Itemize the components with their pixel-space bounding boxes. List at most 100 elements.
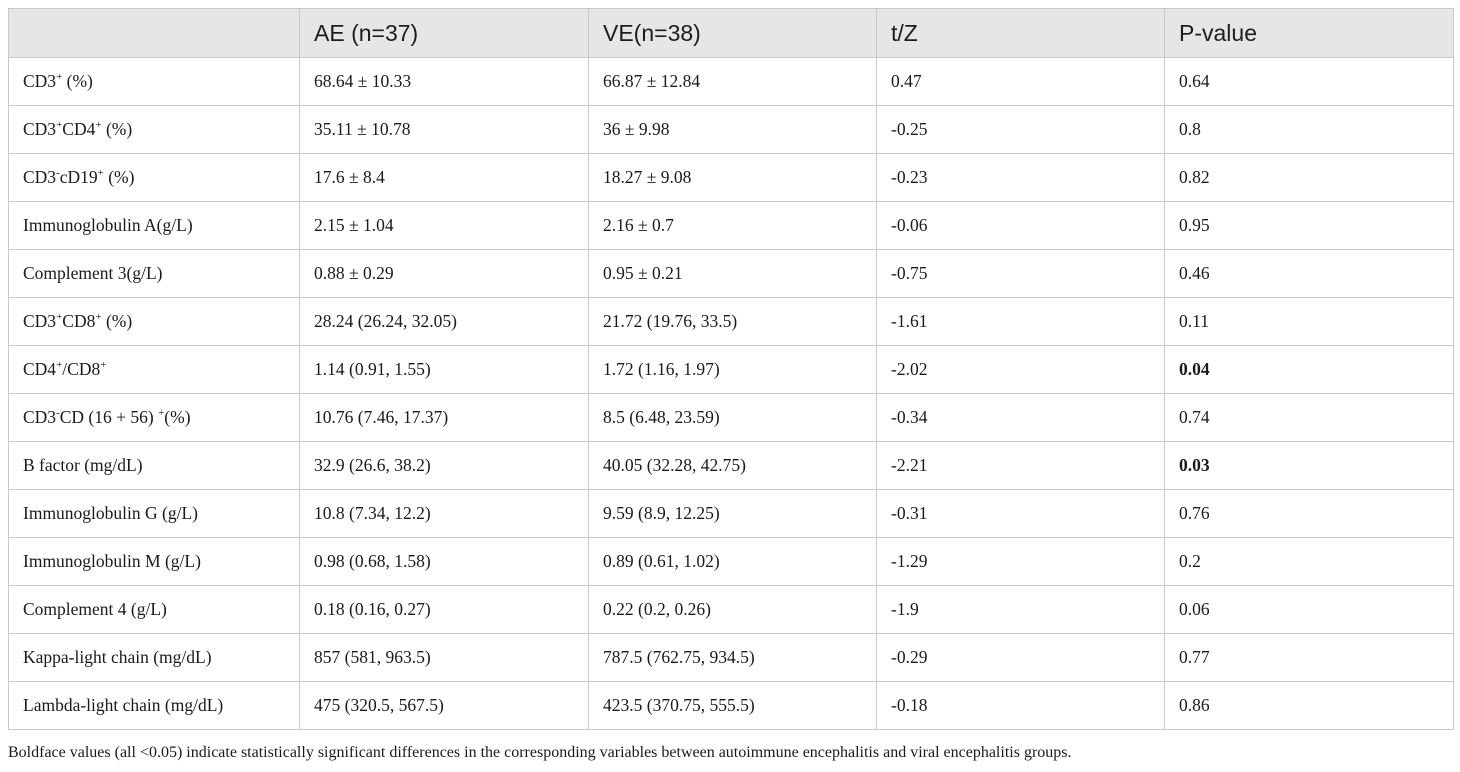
label-text: (%) xyxy=(103,167,135,187)
results-table: AE (n=37) VE(n=38) t/Z P-value CD3+ (%) 6… xyxy=(8,8,1454,730)
cell-ve: 0.95 ± 0.21 xyxy=(588,249,877,298)
cell-ae: 2.15 ± 1.04 xyxy=(299,201,589,250)
cell-p-value: 0.04 xyxy=(1164,345,1454,394)
cell-ae: 68.64 ± 10.33 xyxy=(299,57,589,106)
cell-tz: -0.75 xyxy=(876,249,1165,298)
cell-ae: 0.98 (0.68, 1.58) xyxy=(299,537,589,586)
label-text: CD3 xyxy=(23,71,57,91)
cell-p-value: 0.06 xyxy=(1164,585,1454,634)
table-row: Immunoglobulin A(g/L) 2.15 ± 1.04 2.16 ± 0… xyxy=(8,201,1454,250)
cell-p-value: 0.03 xyxy=(1164,441,1454,490)
label-text: CD4 xyxy=(23,359,57,379)
cell-tz: -0.18 xyxy=(876,681,1165,730)
cell-ve: 1.72 (1.16, 1.97) xyxy=(588,345,877,394)
cell-tz: -0.06 xyxy=(876,201,1165,250)
cell-tz: -0.31 xyxy=(876,489,1165,538)
cell-p-value: 0.46 xyxy=(1164,249,1454,298)
header-p-value: P-value xyxy=(1164,8,1454,58)
table-row: Immunoglobulin G (g/L) 10.8 (7.34, 12.2) 9… xyxy=(8,489,1454,538)
cell-ae: 28.24 (26.24, 32.05) xyxy=(299,297,589,346)
row-label: CD4+/CD8+ xyxy=(8,345,300,394)
table-row: Complement 4 (g/L) 0.18 (0.16, 0.27) 0.22 … xyxy=(8,585,1454,634)
table-row: CD3+CD4+ (%) 35.11 ± 10.78 36 ± 9.98 -0.25 0… xyxy=(8,105,1454,154)
label-text: CD3 xyxy=(23,407,57,427)
cell-ae: 475 (320.5, 567.5) xyxy=(299,681,589,730)
cell-tz: -0.29 xyxy=(876,633,1165,682)
cell-ae: 10.8 (7.34, 12.2) xyxy=(299,489,589,538)
table-row: CD3-cD19+ (%) 17.6 ± 8.4 18.27 ± 9.08 -0.23… xyxy=(8,153,1454,202)
label-text: Complement 3(g/L) xyxy=(23,263,163,283)
table-row: Immunoglobulin M (g/L) 0.98 (0.68, 1.58) 0… xyxy=(8,537,1454,586)
cell-tz: -1.29 xyxy=(876,537,1165,586)
label-text: CD3 xyxy=(23,119,57,139)
row-label: Kappa-light chain (mg/dL) xyxy=(8,633,300,682)
cell-ve: 0.89 (0.61, 1.02) xyxy=(588,537,877,586)
cell-ve: 8.5 (6.48, 23.59) xyxy=(588,393,877,442)
row-label: Complement 3(g/L) xyxy=(8,249,300,298)
cell-ae: 857 (581, 963.5) xyxy=(299,633,589,682)
cell-ve: 0.22 (0.2, 0.26) xyxy=(588,585,877,634)
label-superscript: + xyxy=(95,119,102,132)
results-table-container: AE (n=37) VE(n=38) t/Z P-value CD3+ (%) 6… xyxy=(8,8,1454,730)
label-text: Immunoglobulin A(g/L) xyxy=(23,215,193,235)
table-header-row: AE (n=37) VE(n=38) t/Z P-value xyxy=(8,8,1454,58)
header-ae: AE (n=37) xyxy=(299,8,589,58)
label-text: (%) xyxy=(101,119,133,139)
cell-p-value: 0.95 xyxy=(1164,201,1454,250)
cell-ve: 18.27 ± 9.08 xyxy=(588,153,877,202)
cell-p-value: 0.86 xyxy=(1164,681,1454,730)
row-label: CD3-CD (16 + 56) +(%) xyxy=(8,393,300,442)
label-superscript: + xyxy=(100,359,107,372)
label-superscript: + xyxy=(158,407,165,420)
row-label: Immunoglobulin G (g/L) xyxy=(8,489,300,538)
row-label: CD3+ (%) xyxy=(8,57,300,106)
label-text: B factor (mg/dL) xyxy=(23,455,143,475)
label-text: (%) xyxy=(164,407,191,427)
cell-ae: 0.88 ± 0.29 xyxy=(299,249,589,298)
label-superscript: - xyxy=(56,167,60,180)
row-label: CD3+CD4+ (%) xyxy=(8,105,300,154)
label-text: CD (16 + 56) xyxy=(59,407,159,427)
cell-tz: -2.21 xyxy=(876,441,1165,490)
label-text: /CD8 xyxy=(62,359,101,379)
row-label: Lambda-light chain (mg/dL) xyxy=(8,681,300,730)
cell-p-value: 0.2 xyxy=(1164,537,1454,586)
table-footnote: Boldface values (all <0.05) indicate sta… xyxy=(8,744,1072,761)
header-tz: t/Z xyxy=(876,8,1165,58)
cell-p-value: 0.11 xyxy=(1164,297,1454,346)
cell-tz: -2.02 xyxy=(876,345,1165,394)
label-text: Lambda-light chain (mg/dL) xyxy=(23,695,224,715)
cell-p-value: 0.64 xyxy=(1164,57,1454,106)
cell-p-value: 0.82 xyxy=(1164,153,1454,202)
cell-ae: 10.76 (7.46, 17.37) xyxy=(299,393,589,442)
row-label: CD3-cD19+ (%) xyxy=(8,153,300,202)
cell-ve: 423.5 (370.75, 555.5) xyxy=(588,681,877,730)
label-superscript: + xyxy=(95,311,102,324)
cell-tz: 0.47 xyxy=(876,57,1165,106)
header-ve: VE(n=38) xyxy=(588,8,877,58)
row-label: CD3+CD8+ (%) xyxy=(8,297,300,346)
label-text: (%) xyxy=(62,71,93,91)
cell-tz: -1.9 xyxy=(876,585,1165,634)
table-row: CD3+CD8+ (%) 28.24 (26.24, 32.05) 21.72 (1… xyxy=(8,297,1454,346)
row-label: Immunoglobulin M (g/L) xyxy=(8,537,300,586)
table-body: CD3+ (%) 68.64 ± 10.33 66.87 ± 12.84 0.47 0.… xyxy=(8,57,1454,730)
cell-p-value: 0.77 xyxy=(1164,633,1454,682)
header-variable xyxy=(8,8,300,58)
label-superscript: + xyxy=(56,71,63,84)
cell-tz: -1.61 xyxy=(876,297,1165,346)
table-row: Kappa-light chain (mg/dL) 857 (581, 963.5… xyxy=(8,633,1454,682)
cell-ve: 21.72 (19.76, 33.5) xyxy=(588,297,877,346)
label-text: Complement 4 (g/L) xyxy=(23,599,167,619)
table-row: Lambda-light chain (mg/dL) 475 (320.5, 56… xyxy=(8,681,1454,730)
cell-p-value: 0.74 xyxy=(1164,393,1454,442)
label-superscript: + xyxy=(97,167,104,180)
label-text: Immunoglobulin G (g/L) xyxy=(23,503,198,523)
table-row: Complement 3(g/L) 0.88 ± 0.29 0.95 ± 0.21-… xyxy=(8,249,1454,298)
label-text: Kappa-light chain (mg/dL) xyxy=(23,647,212,667)
label-text: Immunoglobulin M (g/L) xyxy=(23,551,201,571)
cell-ae: 1.14 (0.91, 1.55) xyxy=(299,345,589,394)
cell-ve: 40.05 (32.28, 42.75) xyxy=(588,441,877,490)
cell-tz: -0.34 xyxy=(876,393,1165,442)
row-label: B factor (mg/dL) xyxy=(8,441,300,490)
